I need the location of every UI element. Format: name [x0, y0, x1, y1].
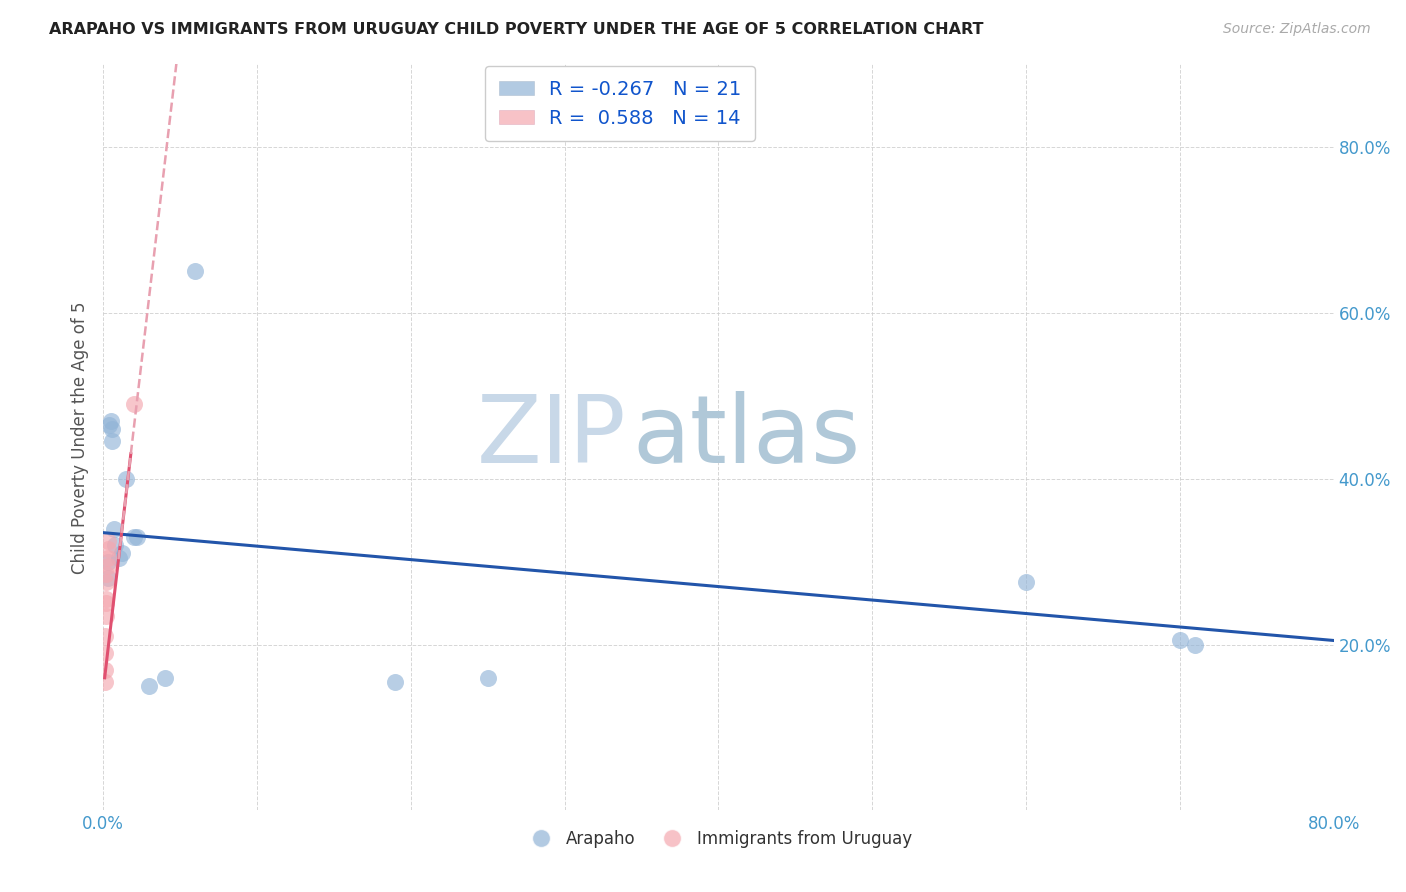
Point [107, 550, 129, 565]
Point [97, 558, 120, 573]
Text: ARAPAHO VS IMMIGRANTS FROM URUGUAY CHILD POVERTY UNDER THE AGE OF 5 CORRELATION : ARAPAHO VS IMMIGRANTS FROM URUGUAY CHILD… [49, 22, 984, 37]
Point [96, 575, 118, 590]
Point [96, 608, 118, 623]
Point [101, 434, 124, 449]
Point [110, 546, 132, 560]
Point [1184, 638, 1206, 652]
Text: Source: ZipAtlas.com: Source: ZipAtlas.com [1223, 22, 1371, 37]
Y-axis label: Child Poverty Under the Age of 5: Child Poverty Under the Age of 5 [72, 301, 89, 574]
Point [96, 596, 118, 610]
Point [93, 629, 115, 643]
Point [184, 264, 207, 278]
Point [104, 538, 127, 552]
Legend: Arapaho, Immigrants from Uruguay: Arapaho, Immigrants from Uruguay [517, 823, 920, 855]
Point [98, 417, 121, 432]
Point [138, 679, 160, 693]
Point [122, 530, 145, 544]
Text: ZIP: ZIP [477, 392, 626, 483]
Point [1015, 575, 1038, 590]
Point [100, 414, 122, 428]
Point [96, 567, 118, 582]
Point [101, 422, 124, 436]
Point [115, 472, 138, 486]
Point [93, 646, 115, 660]
Point [103, 521, 125, 535]
Point [1168, 633, 1191, 648]
Point [97, 555, 120, 569]
Point [97, 571, 120, 585]
Point [122, 397, 145, 411]
Point [97, 542, 120, 557]
Point [384, 675, 406, 690]
Point [93, 675, 115, 690]
Point [153, 671, 176, 685]
Point [97, 550, 120, 565]
Point [97, 533, 120, 548]
Point [477, 671, 499, 685]
Point [96, 592, 118, 607]
Point [125, 530, 148, 544]
Text: atlas: atlas [633, 392, 860, 483]
Point [93, 663, 115, 677]
